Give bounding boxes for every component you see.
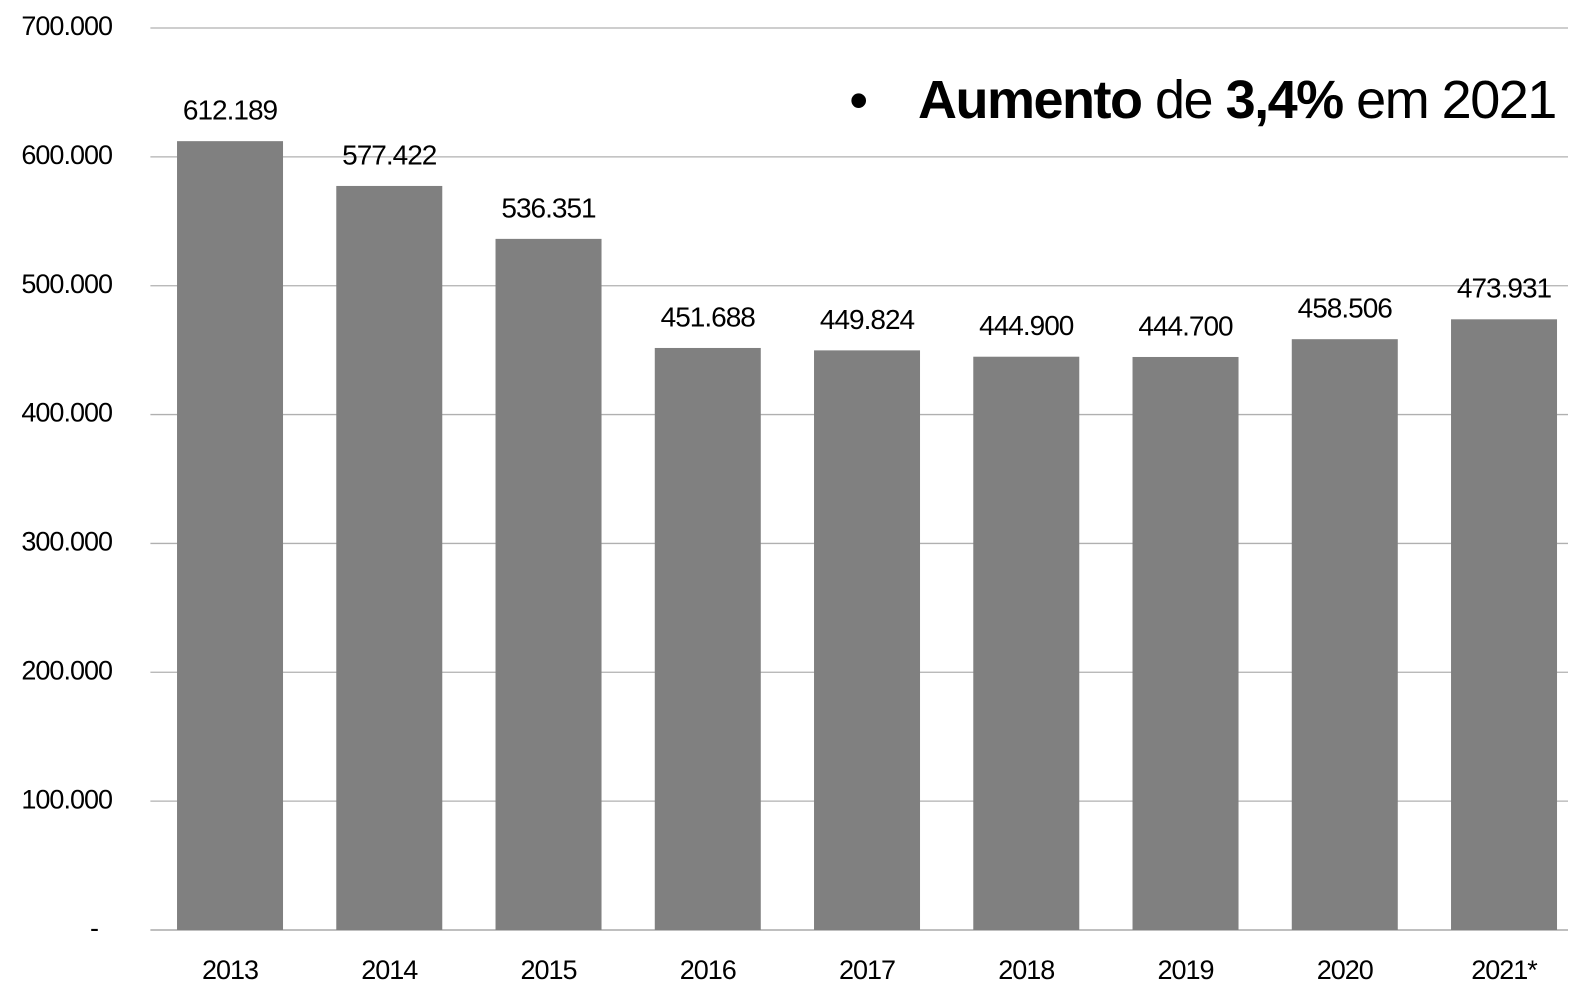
value-label: 473.931 [1457, 273, 1552, 304]
x-tick-label: 2019 [1157, 955, 1213, 985]
y-tick-label: 300.000 [21, 527, 112, 557]
value-label: 444.900 [979, 310, 1074, 341]
x-tick-label: 2020 [1317, 955, 1373, 985]
value-label: 444.700 [1138, 310, 1233, 341]
x-tick-label: 2014 [361, 955, 418, 985]
x-tick-label: 2015 [520, 955, 576, 985]
x-tick-label: 2018 [998, 955, 1054, 985]
bar [973, 356, 1080, 930]
value-label: 451.688 [661, 301, 756, 332]
y-tick-label: 400.000 [21, 398, 112, 428]
annotation-run: de [1141, 70, 1225, 130]
bar [1291, 339, 1398, 931]
y-tick-label: - [90, 913, 98, 943]
value-label: 612.189 [183, 95, 278, 126]
value-label: 536.351 [501, 192, 596, 223]
y-tick-label: 200.000 [21, 655, 112, 685]
x-tick-label: 2017 [839, 955, 895, 985]
value-label: 449.824 [820, 304, 915, 335]
value-label: 577.422 [342, 139, 437, 170]
y-tick-label: 700.000 [21, 11, 112, 41]
bar [336, 185, 443, 931]
x-tick-label: 2016 [680, 955, 736, 985]
annotation-run: 3,4% [1226, 70, 1344, 130]
y-tick-label: 500.000 [21, 269, 112, 299]
x-tick-label: 2021* [1471, 955, 1538, 985]
bar [177, 141, 284, 930]
bar [814, 350, 921, 931]
bar [654, 347, 761, 930]
annotation-run: Aumento [918, 70, 1141, 130]
y-tick-label: 100.000 [21, 784, 112, 814]
value-label: 458.506 [1298, 293, 1393, 324]
bar [1132, 356, 1239, 930]
annotation: Aumento de 3,4% em 2021 [918, 70, 1556, 130]
x-tick-label: 2013 [202, 955, 258, 985]
annotation-run: em 2021 [1343, 70, 1556, 130]
bar [1451, 319, 1558, 931]
annotation-bullet: • [849, 70, 866, 130]
y-tick-label: 600.000 [21, 140, 112, 170]
bar [495, 238, 602, 931]
